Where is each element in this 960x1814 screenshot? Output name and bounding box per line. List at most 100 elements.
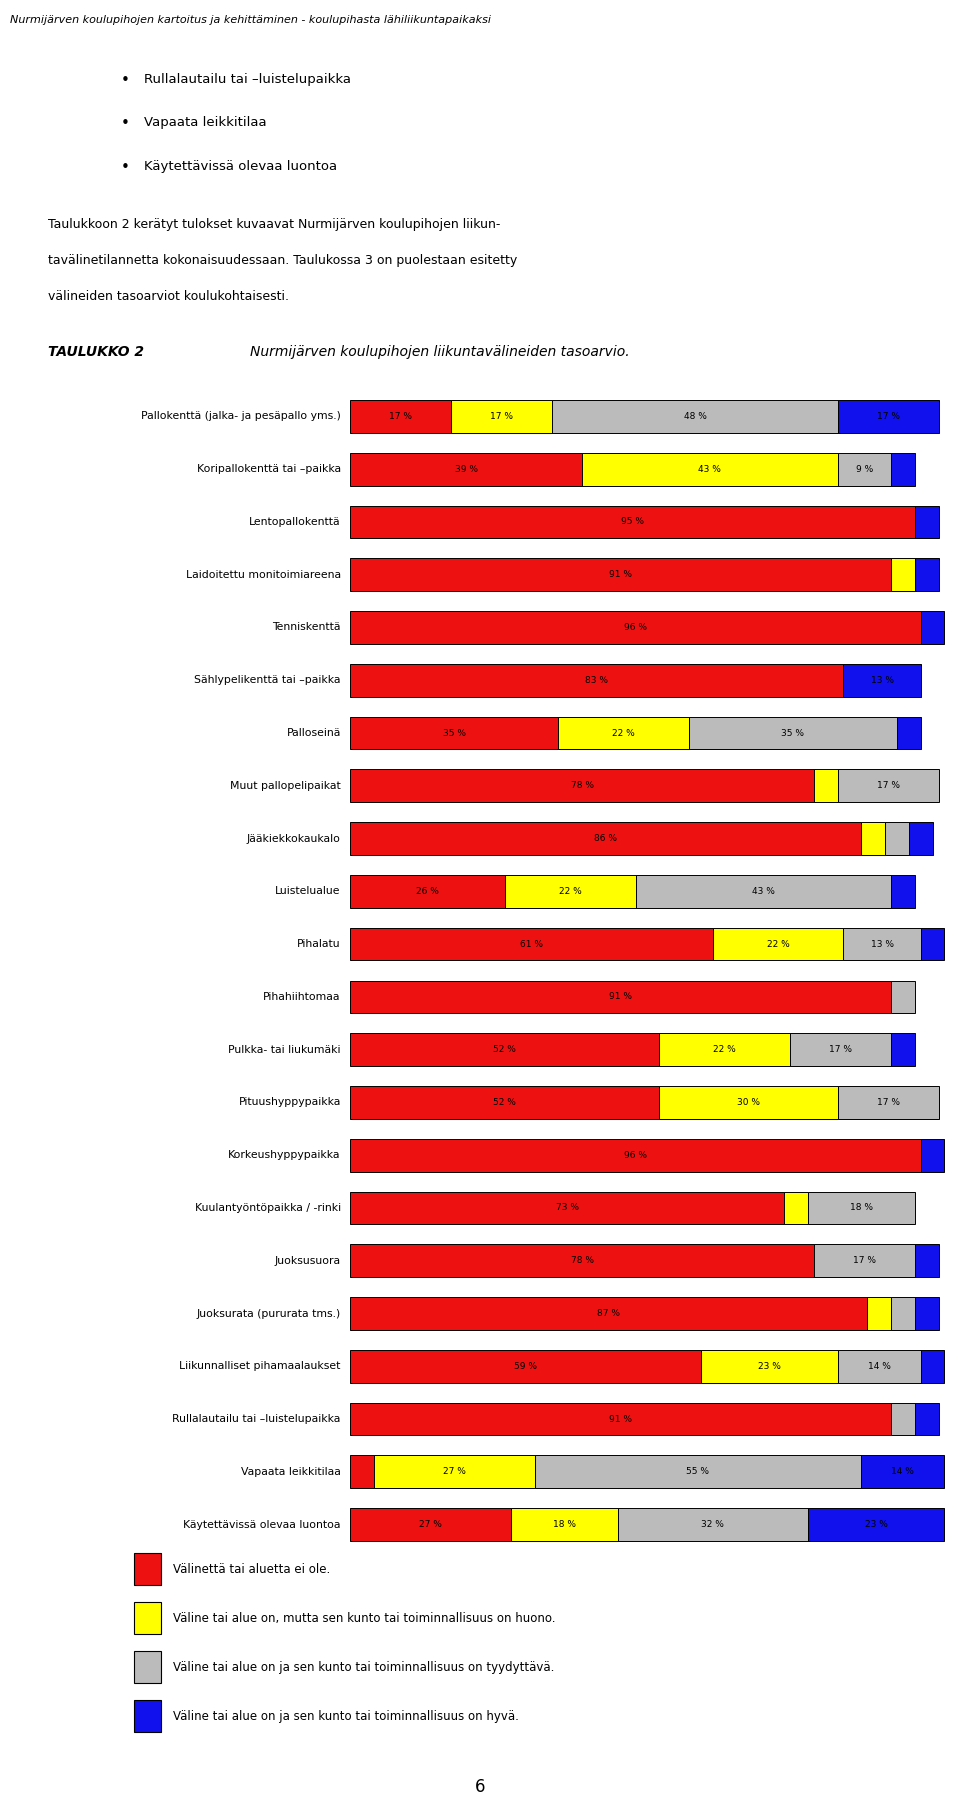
Text: 52 %: 52 % — [493, 1045, 516, 1054]
Text: 27 %: 27 % — [420, 1520, 442, 1529]
Bar — [844, 927, 921, 960]
Text: 17 %: 17 % — [829, 1045, 852, 1054]
Text: 86 %: 86 % — [594, 834, 617, 844]
Text: •: • — [120, 73, 130, 87]
Text: 27 %: 27 % — [443, 1468, 466, 1477]
Text: 52 %: 52 % — [493, 1097, 516, 1107]
Text: 14 %: 14 % — [868, 1362, 891, 1371]
Text: 17 %: 17 % — [852, 1257, 876, 1264]
Bar — [582, 454, 837, 486]
Text: Väline tai alue on ja sen kunto tai toiminnallisuus on hyvä.: Väline tai alue on ja sen kunto tai toim… — [173, 1709, 518, 1723]
Bar — [891, 874, 915, 907]
Bar — [350, 1244, 814, 1277]
Bar — [807, 1507, 945, 1540]
Text: Taulukkoon 2 kerätyt tulokset kuvaavat Nurmijärven koulupihojen liikun-: Taulukkoon 2 kerätyt tulokset kuvaavat N… — [48, 218, 500, 230]
Bar — [915, 506, 939, 539]
Text: 26 %: 26 % — [417, 887, 439, 896]
Text: 83 %: 83 % — [586, 677, 609, 684]
Text: 17 %: 17 % — [876, 1097, 900, 1107]
Text: Käytettävissä olevaa luontoa: Käytettävissä olevaa luontoa — [183, 1520, 341, 1529]
Bar — [350, 611, 921, 644]
Text: tavälinetilannetta kokonaisuudessaan. Taulukossa 3 on puolestaan esitetty: tavälinetilannetta kokonaisuudessaan. Ta… — [48, 254, 517, 267]
Text: Korkeushyppypaikka: Korkeushyppypaikka — [228, 1150, 341, 1161]
Bar — [350, 1402, 891, 1435]
Bar — [921, 1350, 945, 1382]
Text: 32 %: 32 % — [702, 1520, 724, 1529]
Bar — [790, 1034, 891, 1067]
Text: 35 %: 35 % — [443, 729, 466, 738]
Bar — [350, 1139, 921, 1172]
Bar — [350, 1507, 511, 1540]
Bar — [350, 822, 861, 854]
Text: Tenniskenttä: Tenniskenttä — [273, 622, 341, 633]
Bar — [921, 611, 945, 644]
Bar — [701, 1350, 837, 1382]
Bar — [891, 559, 915, 591]
Bar — [660, 1087, 837, 1119]
Text: Juoksusuora: Juoksusuora — [275, 1255, 341, 1266]
Text: 39 %: 39 % — [455, 464, 478, 473]
Bar — [915, 1297, 939, 1330]
Bar — [350, 717, 559, 749]
Text: 13 %: 13 % — [871, 940, 894, 949]
Bar — [350, 454, 582, 486]
Text: Välinettä tai aluetta ei ole.: Välinettä tai aluetta ei ole. — [173, 1562, 330, 1576]
Bar — [891, 454, 915, 486]
Text: Lentopallokenttä: Lentopallokenttä — [250, 517, 341, 526]
Text: Palloseinä: Palloseinä — [286, 727, 341, 738]
Text: 18 %: 18 % — [850, 1203, 873, 1212]
Bar — [837, 1087, 939, 1119]
Text: •: • — [120, 160, 130, 174]
Text: 73 %: 73 % — [556, 1203, 579, 1212]
Text: Pallokenttä (jalka- ja pesäpallo yms.): Pallokenttä (jalka- ja pesäpallo yms.) — [141, 412, 341, 421]
Text: 23 %: 23 % — [865, 1520, 888, 1529]
Text: 17 %: 17 % — [390, 412, 413, 421]
Bar — [350, 1034, 660, 1067]
Bar — [350, 664, 844, 697]
Text: 17 %: 17 % — [876, 782, 900, 791]
Bar — [837, 1350, 921, 1382]
Text: 14 %: 14 % — [892, 1468, 914, 1477]
Text: 91 %: 91 % — [610, 1415, 633, 1424]
Bar — [660, 1034, 790, 1067]
Bar — [837, 454, 891, 486]
Bar — [350, 1297, 867, 1330]
Bar — [689, 717, 897, 749]
Bar — [350, 981, 891, 1014]
Text: 87 %: 87 % — [597, 1310, 620, 1319]
Text: 91 %: 91 % — [610, 570, 633, 579]
Text: 96 %: 96 % — [624, 622, 647, 631]
Text: 78 %: 78 % — [570, 782, 593, 791]
Text: Koripallokenttä tai –paikka: Koripallokenttä tai –paikka — [197, 464, 341, 473]
Text: •: • — [120, 116, 130, 131]
Text: Kuulantyöntöpaikka / -rinki: Kuulantyöntöpaikka / -rinki — [195, 1203, 341, 1214]
Text: Jääkiekkokaukalo: Jääkiekkokaukalo — [247, 834, 341, 844]
Text: 13 %: 13 % — [871, 677, 894, 684]
Bar — [837, 769, 939, 802]
Text: välineiden tasoarviot koulukohtaisesti.: välineiden tasoarviot koulukohtaisesti. — [48, 290, 289, 303]
Text: 22 %: 22 % — [612, 729, 636, 738]
Bar — [350, 559, 891, 591]
Text: 59 %: 59 % — [515, 1362, 538, 1371]
Text: 96 %: 96 % — [624, 1150, 647, 1159]
Bar — [891, 1034, 915, 1067]
Bar — [915, 559, 939, 591]
Bar — [350, 769, 814, 802]
Text: TAULUKKO 2: TAULUKKO 2 — [48, 345, 144, 359]
Bar — [350, 874, 505, 907]
Bar — [921, 1139, 945, 1172]
Bar — [784, 1192, 807, 1224]
Text: 61 %: 61 % — [520, 940, 543, 949]
Bar — [861, 822, 885, 854]
Text: Rullalautailu tai –luistelupaikka: Rullalautailu tai –luistelupaikka — [144, 73, 351, 85]
Bar — [350, 1087, 660, 1119]
Text: 9 %: 9 % — [855, 464, 873, 473]
Bar — [505, 874, 636, 907]
Bar — [350, 1350, 701, 1382]
Text: Liikunnalliset pihamaalaukset: Liikunnalliset pihamaalaukset — [180, 1360, 341, 1371]
Bar — [350, 1192, 784, 1224]
Bar — [617, 1507, 807, 1540]
Bar — [350, 927, 712, 960]
Text: Nurmijärven koulupihojen liikuntavälineiden tasoarvio.: Nurmijärven koulupihojen liikuntavälinei… — [250, 345, 629, 359]
Text: Käytettävissä olevaa luontoa: Käytettävissä olevaa luontoa — [144, 160, 337, 172]
